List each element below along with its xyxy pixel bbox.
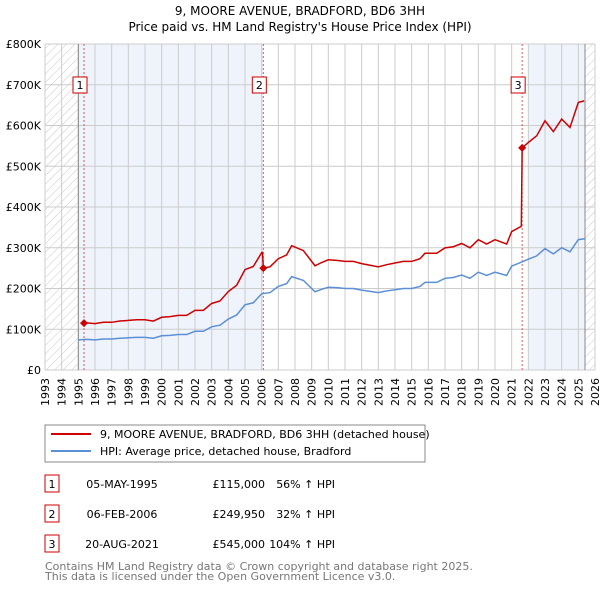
x-tick-label: 2002 [189, 378, 202, 406]
plot-area: 1993 1994 1995 1996 1997 1998 1999 2000 2001 2002… [6, 38, 600, 406]
x-tick-label: 2012 [356, 378, 369, 406]
row-date: 05-MAY-1995 [86, 478, 158, 491]
row-price: £249,950 [213, 508, 266, 521]
row-percent: 104% ↑ HPI [269, 538, 335, 551]
x-tick-label: 2023 [539, 378, 552, 406]
table-row: 2 06-FEB-2006 £249,950 32% ↑ HPI [44, 504, 335, 523]
x-tick-label: 2016 [422, 378, 435, 406]
row-percent: 56% ↑ HPI [276, 478, 335, 491]
x-tick-label: 2015 [406, 378, 419, 406]
x-tick-label: 2014 [389, 378, 402, 406]
x-tick-label: 2007 [272, 378, 285, 406]
y-tick-label: £300K [6, 242, 42, 255]
table-row: 1 05-MAY-1995 £115,000 56% ↑ HPI [44, 474, 335, 493]
chart-subtitle: Price paid vs. HM Land Registry's House … [128, 20, 471, 34]
x-tick-label: 2019 [472, 378, 485, 406]
sale-point [259, 264, 268, 273]
x-tick-label: 2024 [556, 378, 569, 406]
x-tick-label: 2000 [156, 378, 169, 406]
x-tick-label: 1994 [56, 378, 69, 406]
sale-label: 1 [77, 79, 84, 92]
row-date: 20-AUG-2021 [85, 538, 159, 551]
x-tick-label: 1995 [72, 378, 85, 406]
x-tick-label: 2013 [372, 378, 385, 406]
chart-title: 9, MOORE AVENUE, BRADFORD, BD6 3HH [175, 4, 425, 18]
x-tick-label: 2011 [339, 378, 352, 406]
transactions-table: 1 05-MAY-1995 £115,000 56% ↑ HPI 2 06-FEB-200… [44, 474, 335, 553]
footer-copyright: Contains HM Land Registry data © Crown c… [45, 560, 473, 573]
y-tick-label: £800K [6, 38, 42, 51]
x-tick-label: 2025 [572, 378, 585, 406]
y-tick-label: £100K [6, 323, 42, 336]
y-tick-label: £200K [6, 283, 42, 296]
y-tick-label: £500K [6, 160, 42, 173]
legend-label-hpi: HPI: Average price, detached house, Brad… [100, 445, 351, 458]
y-tick-label: £0 [27, 364, 41, 377]
x-tick-label: 1999 [139, 378, 152, 406]
x-tick-label: 2018 [456, 378, 469, 406]
row-number: 3 [49, 538, 56, 551]
x-tick-label: 2026 [589, 378, 600, 406]
x-tick-label: 1998 [122, 378, 135, 406]
x-tick-label: 2017 [439, 378, 452, 406]
y-tick-label: £700K [6, 79, 42, 92]
sale-label: 2 [256, 79, 263, 92]
row-number: 2 [49, 508, 56, 521]
x-tick-label: 1996 [89, 378, 102, 406]
row-number-box [44, 504, 60, 523]
legend: 9, MOORE AVENUE, BRADFORD, BD6 3HH (deta… [44, 424, 430, 463]
sale-point [518, 143, 527, 152]
property-series-line [83, 100, 585, 325]
x-tick-label: 2006 [256, 378, 269, 406]
x-tick-label: 2005 [239, 378, 252, 406]
x-tick-label: 2021 [506, 378, 519, 406]
x-tick-label: 2004 [222, 378, 235, 406]
x-tick-label: 2009 [306, 378, 319, 406]
x-tick-label: 2010 [322, 378, 335, 406]
row-date: 06-FEB-2006 [87, 508, 158, 521]
row-number-box [44, 474, 60, 493]
sale-point [80, 319, 88, 328]
sale-label: 3 [515, 79, 522, 92]
x-tick-label: 2022 [522, 378, 535, 406]
x-tick-label: 2020 [489, 378, 502, 406]
row-price: £115,000 [213, 478, 266, 491]
legend-label-property: 9, MOORE AVENUE, BRADFORD, BD6 3HH (deta… [100, 428, 430, 441]
row-percent: 32% ↑ HPI [276, 508, 335, 521]
sale-label-box [72, 76, 88, 94]
y-tick-label: £400K [6, 201, 42, 214]
table-row: 3 20-AUG-2021 £545,000 104% ↑ HPI [44, 534, 335, 553]
sale-label-box [510, 76, 526, 94]
legend-box [44, 424, 426, 463]
y-tick-label: £600K [6, 120, 42, 133]
x-tick-label: 2001 [172, 378, 185, 406]
row-price: £545,000 [213, 538, 266, 551]
x-tick-label: 1993 [39, 378, 52, 406]
row-number: 1 [49, 478, 56, 491]
footer-licence: This data is licensed under the Open Gov… [44, 570, 395, 583]
x-tick-label: 2003 [206, 378, 219, 406]
x-tick-label: 2008 [289, 378, 302, 406]
row-number-box [44, 534, 60, 553]
sale-label-box [251, 76, 267, 94]
hpi-series-line [78, 238, 586, 341]
x-tick-label: 1997 [106, 378, 119, 406]
